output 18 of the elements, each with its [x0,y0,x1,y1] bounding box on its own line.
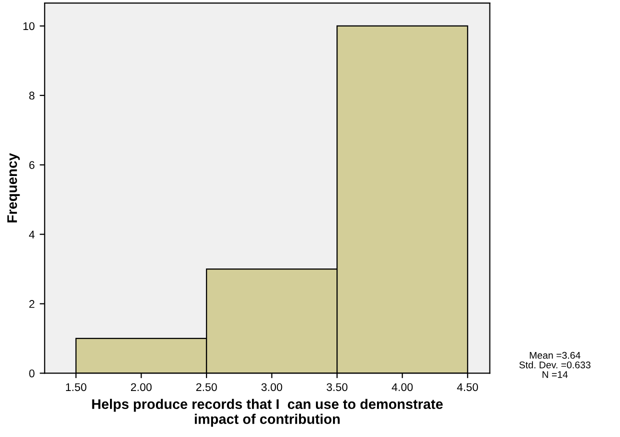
y-axis-title: Frequency [7,153,20,222]
y-tick-label: 0 [29,369,34,378]
x-tick-label: 4.00 [392,383,413,392]
x-axis-title: Helps produce records that I can use to demonstrate impact of contribution [92,398,443,427]
y-tick-label: 4 [28,230,35,238]
text: Mean =3.64 [530,352,580,359]
x-tick-label: 4.50 [457,383,478,392]
x-tick-label: 2.00 [130,383,152,392]
y-tick-label: 6 [29,161,34,169]
y-tick-label: 2 [29,300,34,308]
x-tick-label: 2.50 [196,383,217,392]
text: Std. Dev. =0.633 [519,361,590,368]
text: N =14 [542,371,568,378]
x-tick-label: 3.00 [261,383,282,392]
x-tick-label: 1.50 [66,383,86,392]
x-tick-label: 3.50 [326,383,348,392]
y-tick-label: 8 [29,92,34,100]
y-tick-label: 10 [23,22,34,30]
